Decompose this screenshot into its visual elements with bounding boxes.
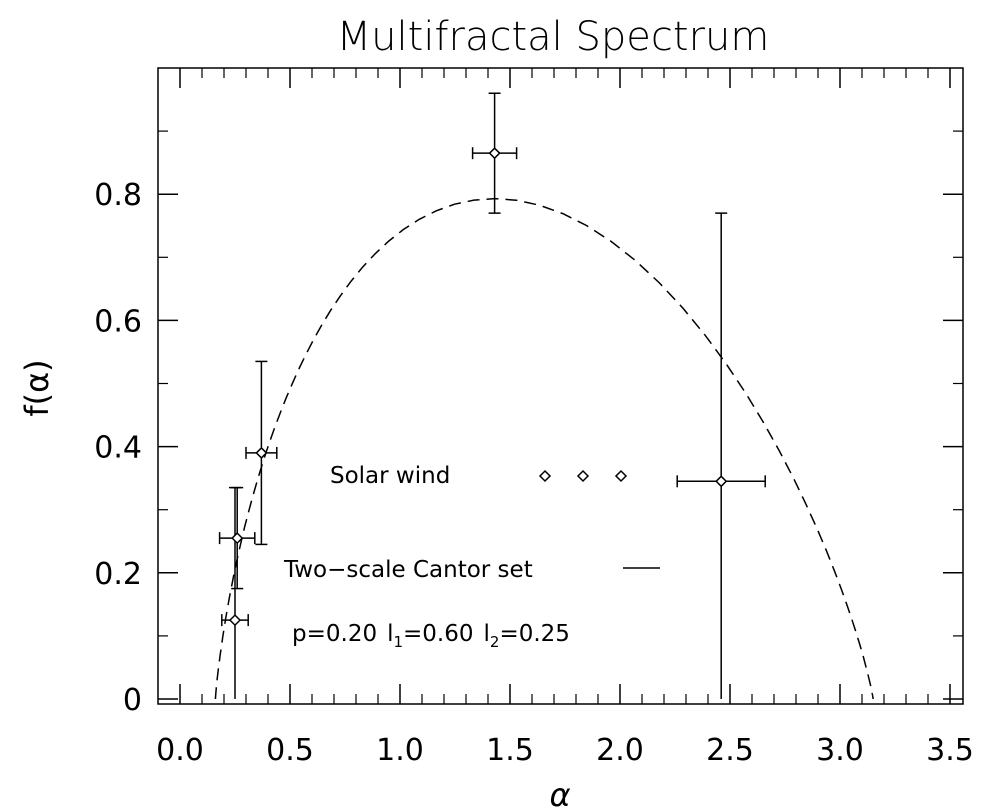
x-axis-label: α <box>549 776 570 812</box>
data-point <box>471 92 518 214</box>
y-axis: 0 0.2 0.4 0.6 0.8 <box>94 130 963 718</box>
x-tick-label: 3.0 <box>816 733 864 768</box>
data-point <box>245 360 278 546</box>
data-point <box>676 212 766 699</box>
data-point <box>218 486 256 590</box>
diamond-marker <box>488 147 501 160</box>
diamond-marker <box>715 475 728 488</box>
y-axis-label: f(α) <box>18 359 56 416</box>
x-tick-label: 0.5 <box>266 733 314 768</box>
diamond-marker <box>255 446 268 459</box>
diamond-marker <box>228 614 242 627</box>
data-point <box>221 486 249 699</box>
x-tick-label: 0.0 <box>156 733 204 768</box>
legend-diamond-marker <box>538 469 552 483</box>
x-tick-label: 1.5 <box>486 733 534 768</box>
cantor-curve-line <box>214 197 874 700</box>
x-tick-label: 2.5 <box>706 733 754 768</box>
y-tick-label: 0.6 <box>94 304 142 339</box>
plot-frame <box>157 67 964 705</box>
legend-diamond-marker <box>614 469 628 483</box>
legend-solar-markers <box>538 469 628 483</box>
legend-diamond-marker <box>576 469 590 483</box>
y-tick-label: 0.2 <box>94 557 142 592</box>
cantor-params: p=0.20 l1=0.60 l2=0.25 <box>292 621 570 651</box>
diamond-marker <box>231 532 244 545</box>
chart-title: Multifractal Spectrum <box>337 14 770 60</box>
x-tick-label: 1.0 <box>376 733 424 768</box>
solar-wind-points <box>218 92 766 699</box>
y-tick-label: 0.8 <box>94 178 142 213</box>
x-axis: 0.0 0.5 1.0 1.5 2.0 2.5 3.0 3.5 <box>156 68 974 768</box>
y-tick-label: 0 <box>123 683 142 718</box>
x-tick-label: 2.0 <box>596 733 644 768</box>
y-tick-label: 0.4 <box>94 431 142 466</box>
x-tick-label: 3.5 <box>926 733 974 768</box>
legend-cantor-label: Two−scale Cantor set <box>283 557 533 583</box>
legend-solar-label: Solar wind <box>330 463 450 489</box>
